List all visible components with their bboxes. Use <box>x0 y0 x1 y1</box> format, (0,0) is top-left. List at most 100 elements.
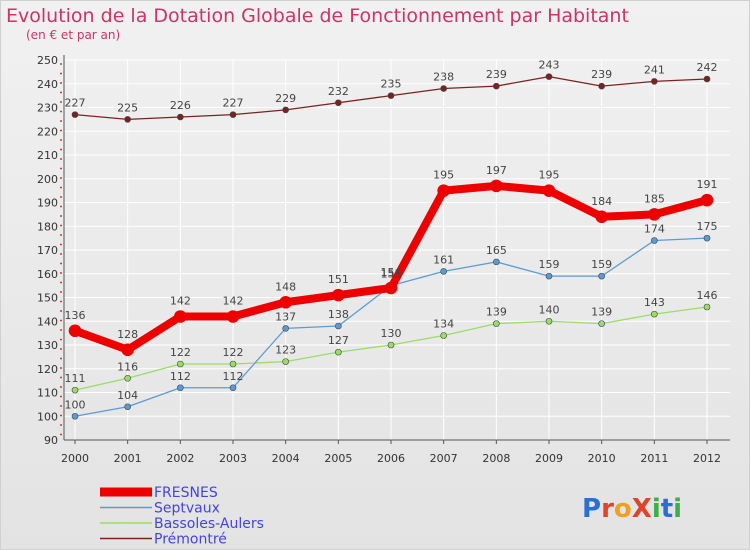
data-label: 122 <box>223 346 244 359</box>
data-point <box>651 310 658 318</box>
data-label: 195 <box>539 169 560 182</box>
data-point <box>282 106 289 114</box>
y-tick-label: 150 <box>37 292 58 305</box>
x-tick-label: 2003 <box>219 452 247 465</box>
data-label: 112 <box>223 370 244 383</box>
legend-label: Prémontré <box>154 532 227 548</box>
y-tick-label: 120 <box>37 363 58 376</box>
data-label: 137 <box>275 310 296 323</box>
data-point <box>177 360 184 368</box>
x-tick-label: 2005 <box>324 452 352 465</box>
data-point <box>124 403 131 411</box>
data-point <box>387 92 395 99</box>
data-point <box>493 82 500 90</box>
data-point <box>335 99 342 107</box>
data-point <box>490 179 503 193</box>
data-label: 185 <box>644 192 665 205</box>
data-label: 142 <box>223 295 244 308</box>
data-label: 128 <box>117 328 138 341</box>
data-point <box>332 288 345 302</box>
data-label: 123 <box>275 344 296 357</box>
data-label: 161 <box>433 253 454 266</box>
y-tick-label: 170 <box>37 244 58 257</box>
data-label: 151 <box>328 273 349 286</box>
data-point <box>229 384 237 392</box>
data-point <box>282 325 289 332</box>
data-label: 142 <box>170 295 191 308</box>
data-point <box>595 210 608 224</box>
data-label: 197 <box>486 164 507 177</box>
y-tick-label: 180 <box>37 220 58 233</box>
chart-subtitle: (en € et par an) <box>26 28 120 42</box>
data-point <box>493 320 500 327</box>
proxiti-logo: ProXiti <box>582 494 682 524</box>
data-label: 140 <box>539 303 560 316</box>
x-tick-label: 2009 <box>535 452 563 465</box>
data-label: 143 <box>644 296 665 309</box>
y-tick-label: 230 <box>37 102 58 115</box>
y-tick-label: 210 <box>37 149 58 162</box>
x-tick-label: 2010 <box>588 452 616 465</box>
data-point <box>279 295 292 309</box>
data-label: 174 <box>644 223 665 236</box>
data-point <box>703 75 711 83</box>
data-point <box>545 317 553 325</box>
data-point <box>229 360 237 368</box>
data-label: 139 <box>486 306 507 319</box>
data-point <box>177 384 184 392</box>
data-point <box>71 412 79 420</box>
data-point <box>545 73 553 80</box>
axes: 90 100 110 120 130 140 150 160 170 180 190 200 210 22… <box>37 54 730 465</box>
data-label: 159 <box>591 258 612 271</box>
data-point <box>229 111 237 118</box>
data-label: 134 <box>433 318 454 331</box>
y-tick-label: 220 <box>37 125 58 138</box>
data-label: 112 <box>170 370 191 383</box>
data-label: 138 <box>328 308 349 321</box>
x-tick-label: 2008 <box>482 452 510 465</box>
data-point <box>703 234 711 242</box>
series-pr-montr- <box>71 73 711 123</box>
data-label: 127 <box>328 334 349 347</box>
data-point <box>124 116 131 123</box>
y-tick-label: 200 <box>37 173 58 186</box>
x-tick-label: 2001 <box>114 452 142 465</box>
data-label: 191 <box>697 178 718 191</box>
data-point <box>700 193 714 207</box>
grid <box>64 59 730 441</box>
data-point <box>440 268 447 275</box>
data-point <box>545 272 553 280</box>
data-label: 104 <box>117 389 138 402</box>
y-tick-label: 250 <box>37 54 58 67</box>
data-label: 195 <box>433 169 454 182</box>
y-tick-label: 190 <box>37 197 58 210</box>
logo-text: ProXiti <box>582 494 682 524</box>
data-label: 175 <box>697 220 718 233</box>
data-label: 241 <box>644 63 665 76</box>
data-point <box>384 281 398 295</box>
data-point <box>493 258 500 266</box>
data-label: 146 <box>697 289 718 302</box>
x-tick-label: 2006 <box>377 452 405 465</box>
data-point <box>648 208 661 221</box>
data-point <box>124 374 131 382</box>
data-point <box>598 320 605 327</box>
y-tick-label: 130 <box>37 339 58 352</box>
y-tick-label: 100 <box>37 410 58 423</box>
data-label: 148 <box>275 280 296 293</box>
x-tick-label: 2011 <box>640 452 668 465</box>
data-label: 242 <box>697 61 718 74</box>
data-label: 155 <box>381 268 402 281</box>
data-point <box>542 184 556 197</box>
x-tick-label: 2012 <box>693 452 721 465</box>
data-label: 225 <box>117 101 138 114</box>
data-point <box>335 322 342 330</box>
data-point <box>440 332 447 339</box>
data-point <box>703 303 711 311</box>
data-label: 139 <box>591 306 612 319</box>
data-point <box>121 343 134 357</box>
data-point <box>387 341 395 349</box>
data-label: 165 <box>486 244 507 257</box>
